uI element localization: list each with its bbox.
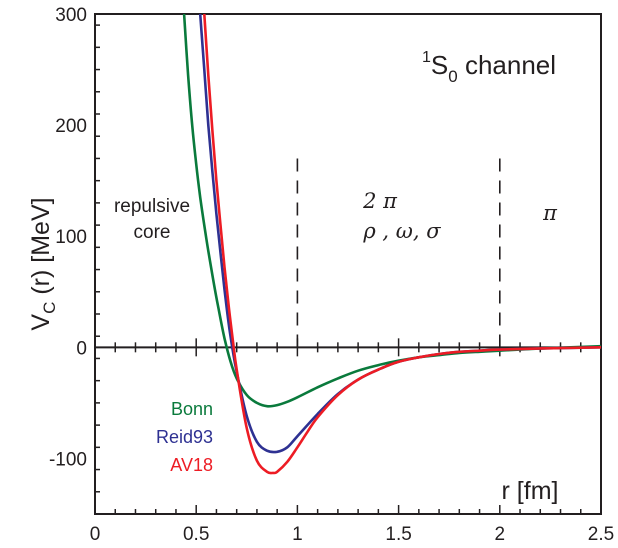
x-tick-label: 2.5	[588, 524, 614, 545]
legend-reid93: Reid93	[156, 427, 213, 447]
legend-bonn: Bonn	[171, 399, 213, 419]
region-2pi-line1: 2 π	[362, 189, 398, 213]
x-tick-label: 1	[292, 524, 303, 545]
y-tick-label: 0	[76, 338, 87, 359]
series-line-av18	[203, 14, 601, 475]
legend-av18: AV18	[170, 455, 213, 475]
plot-frame	[94, 13, 602, 515]
y-axis-label-main: V	[27, 314, 55, 331]
y-tick-label: -100	[49, 449, 87, 470]
x-tick-label: 0.5	[183, 524, 209, 545]
region-pi-line1: π	[542, 201, 558, 225]
y-axis-label-sub: C	[40, 302, 59, 314]
y-tick-label: 100	[55, 227, 87, 248]
region-core-line2: core	[134, 222, 171, 243]
region-2pi-line2: ρ , ω, σ	[362, 219, 441, 243]
x-tick-label: 1.5	[385, 524, 411, 545]
channel-label-sub: 0	[448, 67, 457, 86]
channel-label-main: S	[431, 50, 448, 80]
y-tick-label: 200	[55, 116, 87, 137]
y-axis-label: VC (r) [MeV]	[27, 197, 59, 330]
channel-label: 1S0 channel	[422, 49, 556, 86]
x-tick-label: 0	[90, 524, 101, 545]
x-axis-label: r [fm]	[502, 477, 559, 505]
channel-label-suffix: channel	[458, 50, 556, 80]
channel-label-prefix: 1	[422, 49, 431, 66]
y-tick-label: 300	[55, 5, 87, 26]
region-core-line1: repulsive	[114, 196, 190, 217]
y-axis-label-rest: (r) [MeV]	[27, 197, 55, 301]
x-tick-label: 2	[495, 524, 506, 545]
